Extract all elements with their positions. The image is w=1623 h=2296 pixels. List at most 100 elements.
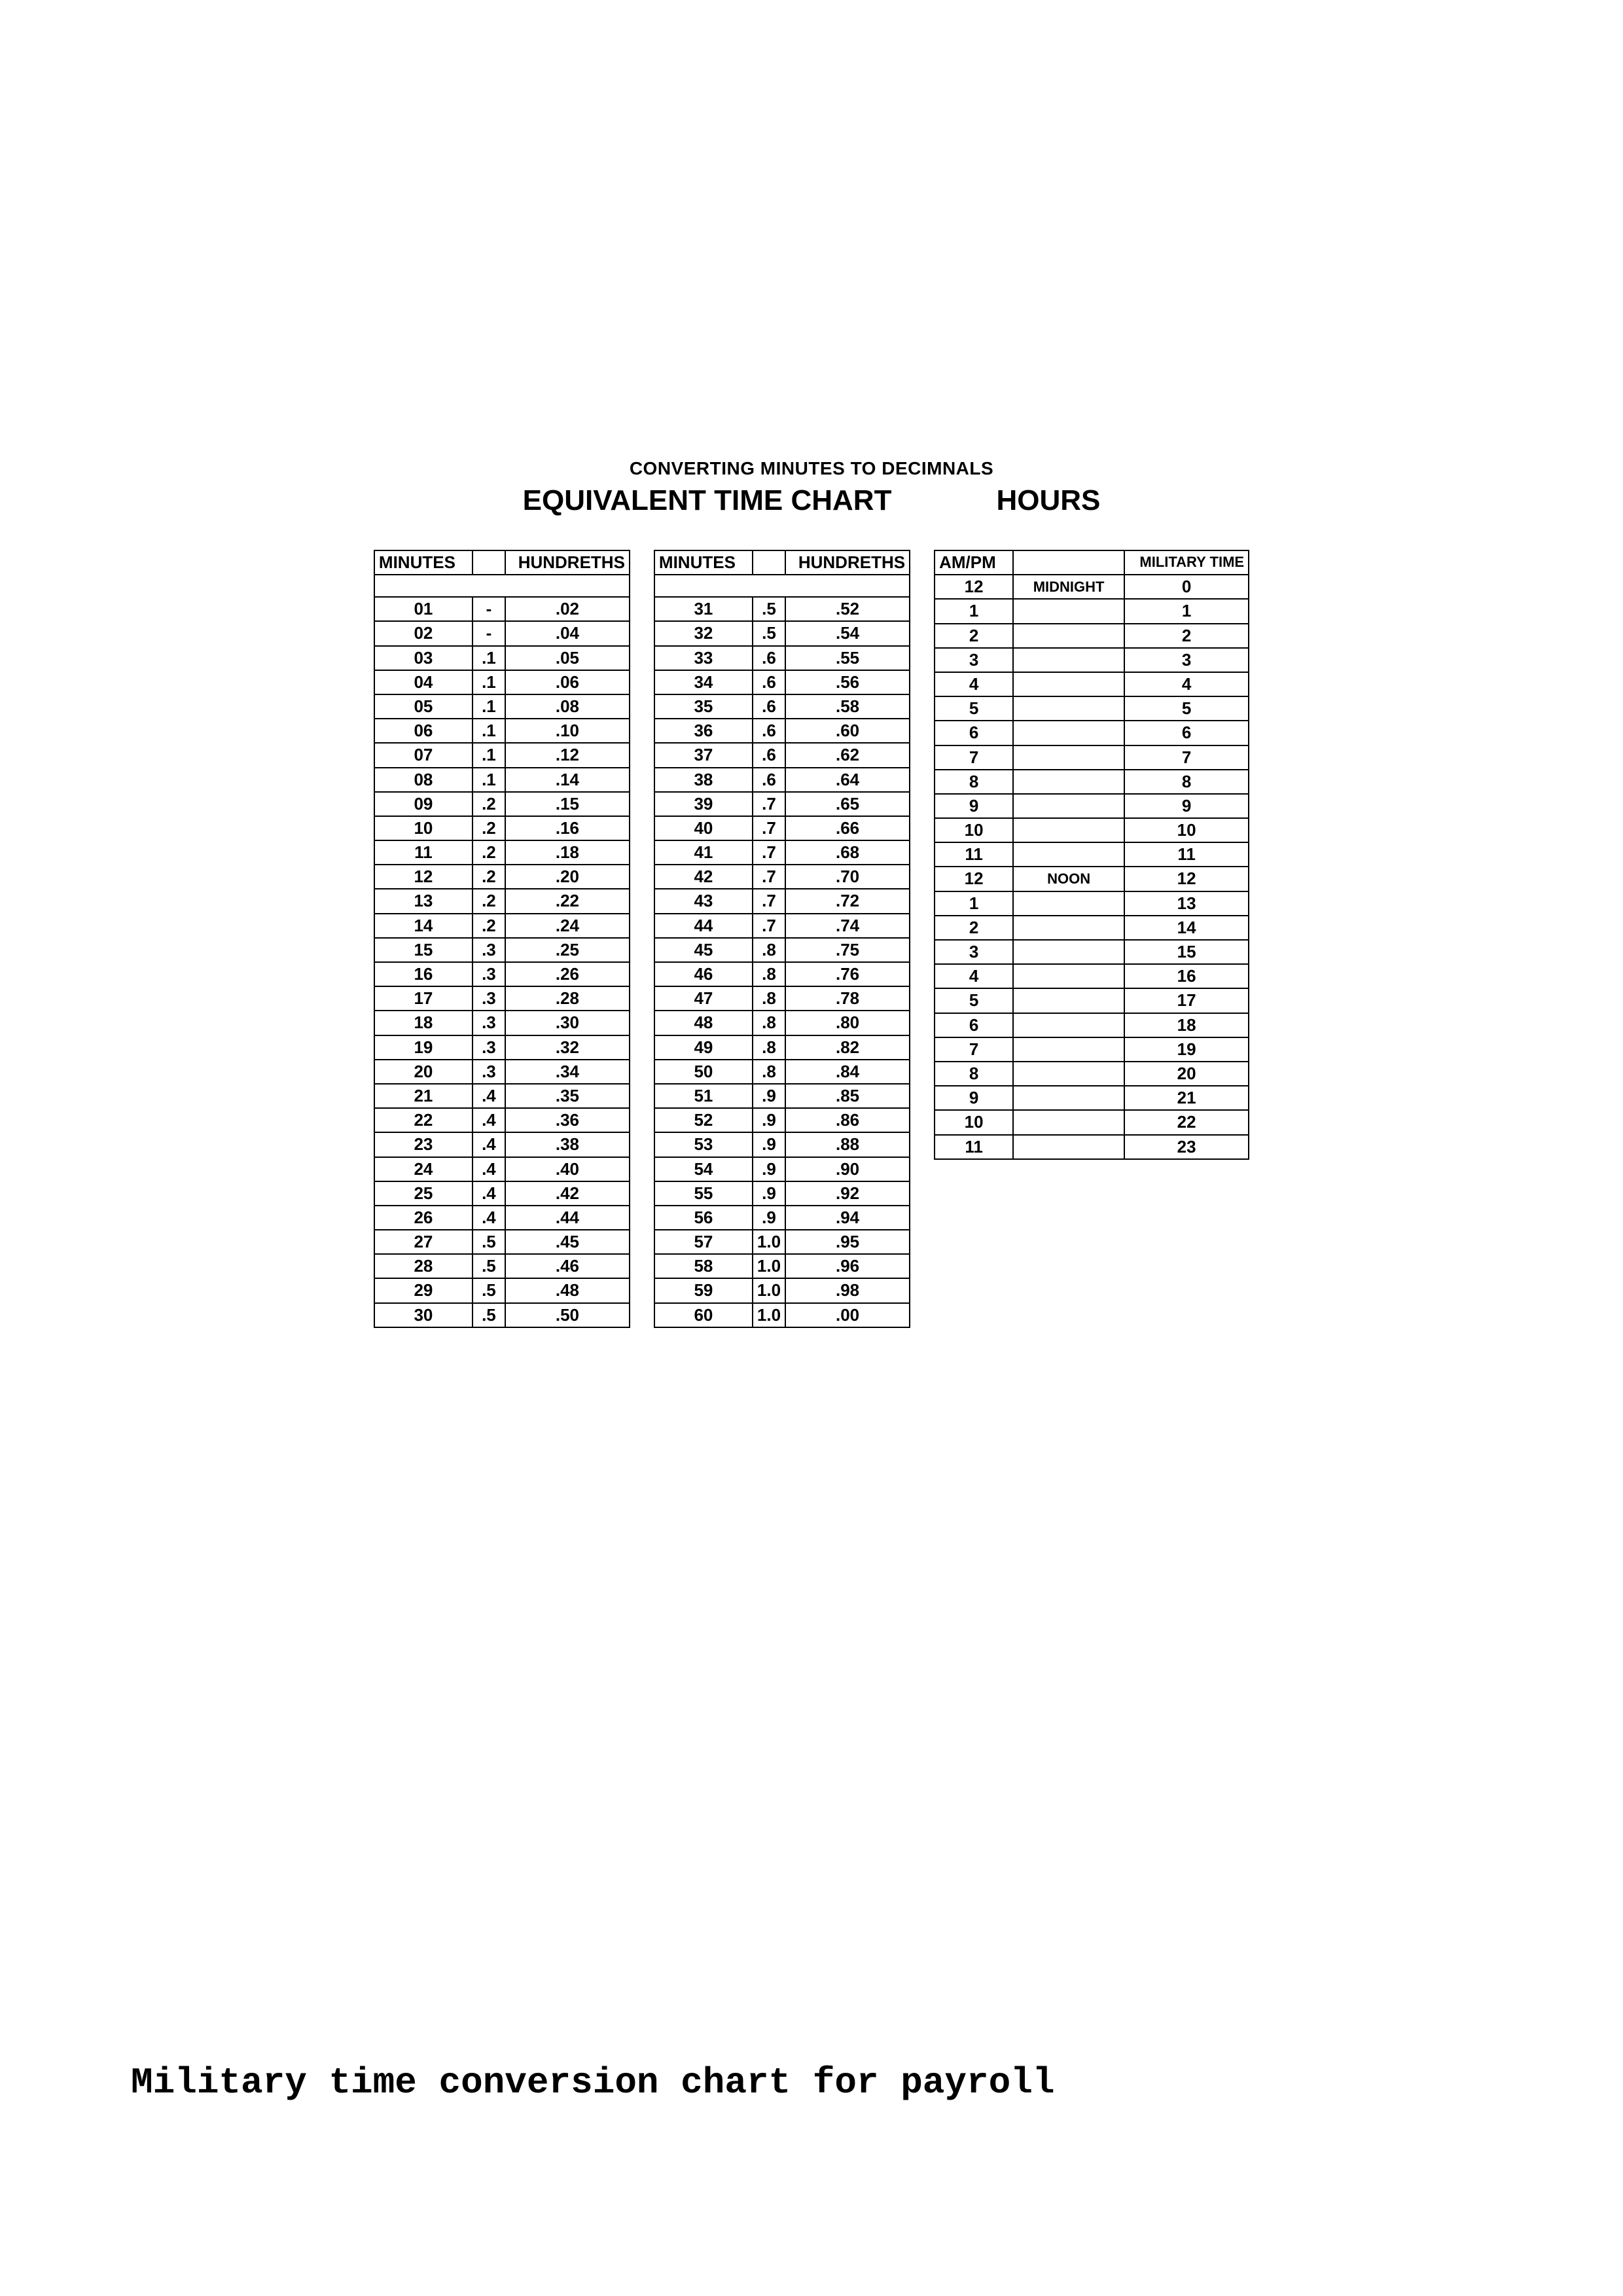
cell-military: 23	[1124, 1135, 1249, 1159]
cell-tenth: .4	[473, 1157, 505, 1181]
cell-military: 8	[1124, 770, 1249, 794]
cell-label	[1013, 770, 1124, 794]
cell-hundreths: .70	[785, 865, 910, 889]
table-row: 1022	[935, 1110, 1249, 1134]
table-row: 22.4.36	[374, 1108, 630, 1132]
cell-minutes: 29	[374, 1278, 473, 1302]
cell-military: 15	[1124, 940, 1249, 964]
col-ampm: AM/PM	[935, 550, 1013, 575]
cell-tenth: .1	[473, 719, 505, 743]
cell-hundreths: .56	[785, 670, 910, 694]
table-row: 28.5.46	[374, 1254, 630, 1278]
table-row: 66	[935, 721, 1249, 745]
tables-container: MINUTES HUNDRETHS 01-.0202-.0403.1.0504.…	[301, 550, 1322, 1328]
cell-hundreths: .75	[785, 938, 910, 962]
cell-military: 17	[1124, 988, 1249, 1013]
cell-hundreths: .12	[505, 743, 630, 767]
table-row: 38.6.64	[654, 768, 910, 792]
cell-military: 2	[1124, 624, 1249, 648]
table-row: 19.3.32	[374, 1035, 630, 1060]
cell-military: 3	[1124, 648, 1249, 672]
cell-tenth: 1.0	[753, 1230, 785, 1254]
cell-military: 4	[1124, 672, 1249, 696]
table-row: 113	[935, 891, 1249, 916]
cell-ampm: 5	[935, 696, 1013, 721]
cell-tenth: .9	[753, 1132, 785, 1157]
cell-tenth: .4	[473, 1108, 505, 1132]
cell-minutes: 03	[374, 646, 473, 670]
cell-tenth: .1	[473, 743, 505, 767]
table-row: 35.6.58	[654, 694, 910, 719]
cell-military: 19	[1124, 1037, 1249, 1062]
cell-hundreths: .60	[785, 719, 910, 743]
cell-ampm: 12	[935, 575, 1013, 599]
cell-hundreths: .86	[785, 1108, 910, 1132]
cell-minutes: 54	[654, 1157, 753, 1181]
table-row: 53.9.88	[654, 1132, 910, 1157]
cell-military: 5	[1124, 696, 1249, 721]
minutes-table-2: MINUTES HUNDRETHS 31.5.5232.5.5433.6.553…	[654, 550, 910, 1328]
cell-tenth: .6	[753, 719, 785, 743]
cell-ampm: 12	[935, 867, 1013, 891]
table-row: 31.5.52	[654, 597, 910, 621]
table-row: 214	[935, 916, 1249, 940]
table-row: 16.3.26	[374, 962, 630, 986]
cell-hundreths: .74	[785, 914, 910, 938]
cell-hundreths: .58	[785, 694, 910, 719]
cell-ampm: 1	[935, 891, 1013, 916]
cell-minutes: 11	[374, 840, 473, 865]
table-row: 56.9.94	[654, 1206, 910, 1230]
cell-tenth: .9	[753, 1084, 785, 1108]
cell-tenth: .8	[753, 962, 785, 986]
table-row: 52.9.86	[654, 1108, 910, 1132]
cell-minutes: 35	[654, 694, 753, 719]
caption: Military time conversion chart for payro…	[131, 2062, 1054, 2104]
cell-military: 6	[1124, 721, 1249, 745]
minutes-table-1: MINUTES HUNDRETHS 01-.0202-.0403.1.0504.…	[374, 550, 630, 1328]
table-row: 24.4.40	[374, 1157, 630, 1181]
cell-label: NOON	[1013, 867, 1124, 891]
cell-minutes: 51	[654, 1084, 753, 1108]
cell-minutes: 43	[654, 889, 753, 913]
cell-hundreths: .50	[505, 1303, 630, 1327]
cell-tenth: .2	[473, 840, 505, 865]
table-row: 13.2.22	[374, 889, 630, 913]
table-row: 10.2.16	[374, 816, 630, 840]
cell-minutes: 41	[654, 840, 753, 865]
cell-label	[1013, 794, 1124, 818]
table-row: 12MIDNIGHT0	[935, 575, 1249, 599]
table-row: 01-.02	[374, 597, 630, 621]
cell-ampm: 3	[935, 940, 1013, 964]
cell-minutes: 28	[374, 1254, 473, 1278]
table-row: 29.5.48	[374, 1278, 630, 1302]
cell-label	[1013, 599, 1124, 623]
cell-minutes: 36	[654, 719, 753, 743]
table-row: 12NOON12	[935, 867, 1249, 891]
cell-label	[1013, 940, 1124, 964]
table-row: 1123	[935, 1135, 1249, 1159]
cell-minutes: 22	[374, 1108, 473, 1132]
cell-ampm: 9	[935, 1086, 1013, 1110]
cell-tenth: .7	[753, 865, 785, 889]
cell-minutes: 49	[654, 1035, 753, 1060]
cell-ampm: 8	[935, 1062, 1013, 1086]
cell-military: 20	[1124, 1062, 1249, 1086]
cell-hundreths: .14	[505, 768, 630, 792]
table-row: 12.2.20	[374, 865, 630, 889]
cell-hundreths: .35	[505, 1084, 630, 1108]
cell-hundreths: .16	[505, 816, 630, 840]
cell-tenth: .5	[473, 1230, 505, 1254]
cell-tenth: .6	[753, 646, 785, 670]
cell-hundreths: .24	[505, 914, 630, 938]
table-row: 22	[935, 624, 1249, 648]
cell-tenth: .9	[753, 1157, 785, 1181]
table-row: 11	[935, 599, 1249, 623]
cell-hundreths: .02	[505, 597, 630, 621]
cell-military: 12	[1124, 867, 1249, 891]
cell-tenth: .7	[753, 792, 785, 816]
cell-minutes: 52	[654, 1108, 753, 1132]
table-row: 43.7.72	[654, 889, 910, 913]
cell-minutes: 17	[374, 986, 473, 1011]
cell-tenth: .9	[753, 1206, 785, 1230]
cell-tenth: .2	[473, 816, 505, 840]
